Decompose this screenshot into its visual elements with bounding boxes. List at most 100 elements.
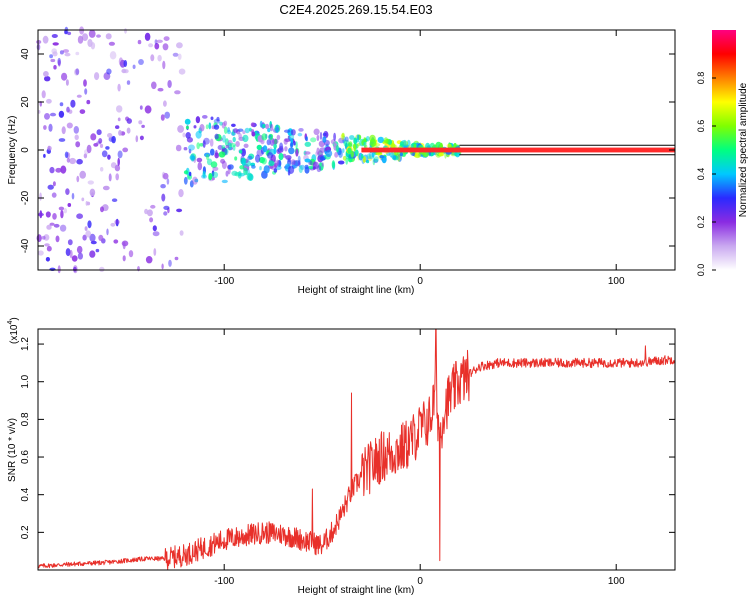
spectrogram-cell xyxy=(161,263,164,270)
spectrogram-cell xyxy=(168,259,172,267)
spectrogram-cell xyxy=(123,60,128,67)
spectrogram-cell xyxy=(284,138,291,143)
spectrogram-cell xyxy=(58,110,65,118)
colorbar-tick-label: 0.4 xyxy=(696,168,706,181)
snr-plot-area xyxy=(38,329,675,570)
spectrogram-cell xyxy=(153,248,157,256)
spectrogram-cell xyxy=(414,152,419,157)
colorbar-tick-label: 0.2 xyxy=(696,216,706,229)
spectrogram-cell xyxy=(209,138,214,147)
spectrogram-cell xyxy=(95,248,100,253)
spectrogram-cell xyxy=(304,166,310,174)
spectrogram-cell xyxy=(247,173,254,181)
spectrogram-y-label: Frequency (Hz) xyxy=(7,116,18,185)
spectrogram-cell xyxy=(293,140,296,146)
spectrogram-cell xyxy=(75,141,81,148)
spectrogram-cell xyxy=(106,228,109,236)
spectrogram-cell xyxy=(138,120,143,125)
spectrogram-cell xyxy=(64,52,71,57)
spectrogram-cell xyxy=(87,39,93,47)
spectrogram-cell xyxy=(179,230,184,236)
spectrogram-cell xyxy=(121,68,127,74)
spectrogram-cell xyxy=(266,152,274,159)
spectrogram-cell xyxy=(49,112,57,117)
spectrogram-cell xyxy=(255,154,261,163)
spectrogram-cell xyxy=(366,153,372,160)
svg-text:(x104): (x104) xyxy=(7,317,20,344)
spectrogram-cell xyxy=(210,161,218,169)
spectrogram-cell xyxy=(174,256,179,261)
snr-x-label: Height of straight line (km) xyxy=(298,585,415,596)
spectrogram-cell xyxy=(49,222,55,226)
spectrogram-cell xyxy=(223,120,228,127)
spectrogram-cell xyxy=(238,172,245,177)
spectrogram-cell xyxy=(111,198,118,202)
spectrogram-cell xyxy=(235,141,240,147)
spectrogram-cell xyxy=(39,210,43,219)
spectrogram-cell xyxy=(210,116,214,121)
spectrogram-cell xyxy=(109,51,117,60)
spectrogram-cell xyxy=(213,124,220,130)
spectrogram-cell xyxy=(217,145,223,150)
snr-series-line xyxy=(37,328,676,571)
spectrogram-cell xyxy=(297,155,301,163)
spectrogram-cell xyxy=(317,150,324,157)
spectrogram-cell xyxy=(64,151,69,159)
spectrogram-cell xyxy=(99,266,105,272)
spectrogram-cell xyxy=(212,166,219,171)
spectrogram-cell xyxy=(322,132,327,137)
spectrogram-cell xyxy=(221,179,228,184)
spectrogram-cell xyxy=(232,136,236,143)
spectrogram-cell xyxy=(144,32,151,41)
spectrogram-cell xyxy=(225,144,230,149)
snr-y-label: SNR (10 * v/v) xyxy=(7,418,18,482)
spectrogram-cell xyxy=(36,234,42,243)
colorbar-tick-label: 0.8 xyxy=(696,72,706,85)
spectrogram-cell xyxy=(239,165,245,170)
y-tick-label: -20 xyxy=(20,190,31,205)
spectrogram-cell xyxy=(258,156,265,164)
spectrogram-cell xyxy=(61,72,68,81)
y-tick-label: 40 xyxy=(20,48,31,60)
spectrogram-cell xyxy=(399,152,404,157)
spectrogram-cell xyxy=(337,160,345,165)
snr-multiplier: (x104) xyxy=(7,317,20,344)
spectrogram-cell xyxy=(316,147,320,155)
spectrogram-x-label: Height of straight line (km) xyxy=(298,285,415,296)
spectrogram-cell xyxy=(154,39,158,45)
spectrogram-cell xyxy=(242,130,246,135)
spectrogram-cell xyxy=(100,206,104,213)
spectrogram-cell xyxy=(183,147,188,151)
spectrogram-cell xyxy=(152,231,160,237)
spectrogram-cell xyxy=(225,170,229,177)
spectrogram-cell xyxy=(89,233,96,242)
spectrogram-cell xyxy=(335,145,340,153)
spectrogram-cell xyxy=(182,132,186,138)
spectrogram-cell xyxy=(69,249,73,259)
spectrogram-cell xyxy=(274,138,278,145)
spectrogram-cell xyxy=(76,158,83,165)
snr-panel: -100 0 100 0.2 0.4 0.6 0.8 1.0 1.2 Height of st… xyxy=(7,317,676,596)
figure-title: C2E4.2025.269.15.54.E03 xyxy=(279,2,432,17)
spectrogram-cell xyxy=(265,123,270,129)
spectrogram-cell xyxy=(145,256,153,264)
spectrogram-cell xyxy=(163,205,170,210)
spectrogram-cell xyxy=(75,51,80,56)
spectrogram-cell xyxy=(285,155,292,160)
spectrogram-cell xyxy=(177,53,182,60)
spectrogram-cell xyxy=(55,167,62,173)
spectrogram-cell xyxy=(269,136,273,141)
spectrogram-cell xyxy=(85,230,92,238)
spectrogram-cell xyxy=(231,170,238,176)
spectrogram-cell xyxy=(43,153,46,158)
spectrogram-cell xyxy=(210,148,215,156)
spectrogram-cell xyxy=(279,142,284,151)
spectrogram-cell xyxy=(229,143,236,148)
spectrogram-cell xyxy=(361,153,364,159)
spectrogram-cell xyxy=(266,139,271,146)
spectrogram-cell xyxy=(53,65,57,70)
spectrogram-cell xyxy=(322,136,327,143)
spectrogram-cell xyxy=(60,165,67,174)
spectrogram-cell xyxy=(154,42,160,50)
spectrogram-cell xyxy=(148,43,154,48)
